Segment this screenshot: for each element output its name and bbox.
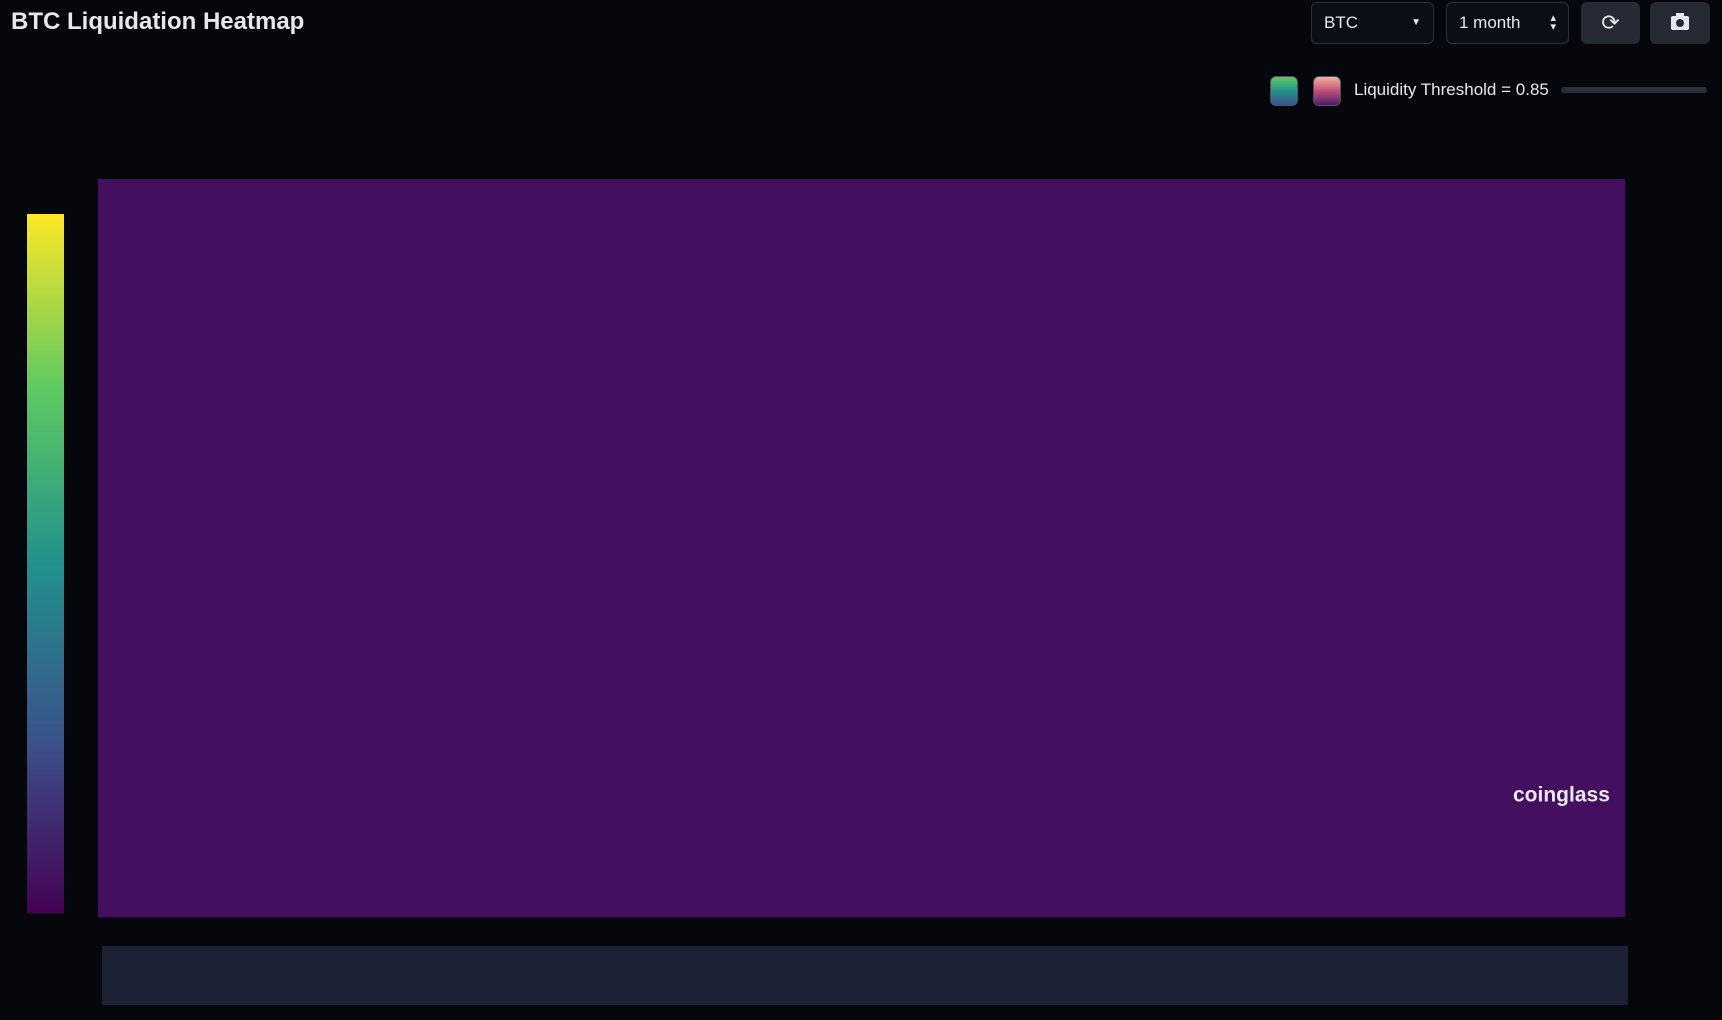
watermark: coinglass xyxy=(1513,784,1610,807)
symbol-text: BTC xyxy=(1324,13,1358,32)
threshold-value: 0.85 xyxy=(1515,80,1549,99)
range-select[interactable]: 1 month ▴ ▾ xyxy=(1446,2,1569,44)
threshold-text: Liquidity Threshold = xyxy=(1354,80,1512,99)
page-title: BTC Liquidation Heatmap xyxy=(11,8,305,35)
refresh-button[interactable]: ⟳ xyxy=(1581,2,1640,44)
symbol-select[interactable]: BTC ▼ xyxy=(1311,2,1434,44)
threshold-label: Liquidity Threshold = 0.85 xyxy=(1354,80,1549,100)
colorbar xyxy=(27,214,64,913)
slider-track xyxy=(1561,87,1707,93)
range-text: 1 month xyxy=(1459,13,1521,32)
plot-background xyxy=(98,179,1625,917)
navigator[interactable] xyxy=(102,946,1628,1005)
palette-viridis[interactable] xyxy=(1270,76,1298,106)
palette-magma[interactable] xyxy=(1313,76,1341,106)
